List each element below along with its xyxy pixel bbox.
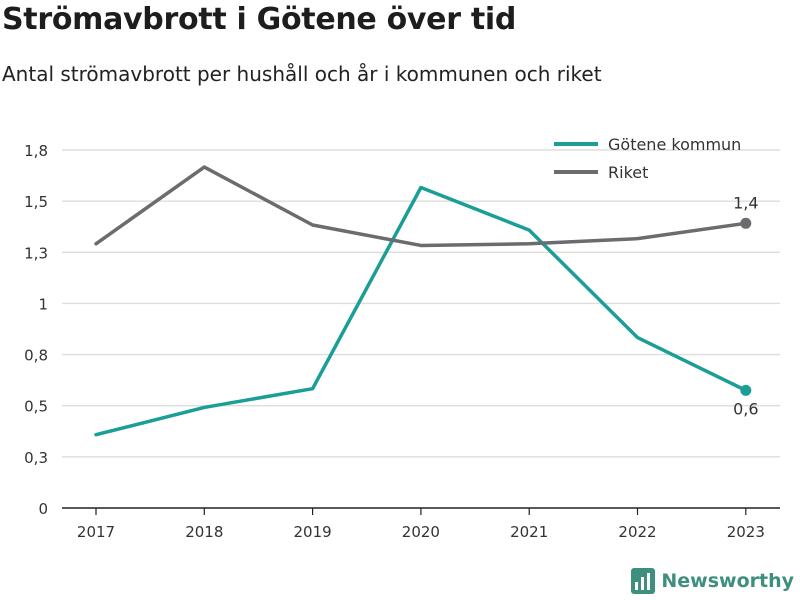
x-tick-label: 2019 [294,523,332,541]
legend-label-gotene: Götene kommun [608,135,741,154]
y-tick-label: 1,3 [24,244,48,262]
series-line-gotene [94,185,748,437]
x-tick-label: 2017 [77,523,115,541]
x-tick-label: 2020 [402,523,440,541]
series-line-riket [94,165,748,248]
y-tick-label: 0,5 [24,398,48,416]
y-tick-label: 0,8 [24,347,48,365]
x-tick-label: 2018 [185,523,223,541]
newsworthy-logo-text: Newsworthy [661,570,794,592]
y-tick-label: 1,8 [24,142,48,160]
legend-label-riket: Riket [608,163,648,182]
newsworthy-logo-icon [631,568,656,594]
newsworthy-logo[interactable]: Newsworthy [631,568,794,594]
x-tick-label: 2022 [618,523,656,541]
x-tick-label: 2023 [727,523,765,541]
y-tick-label: 1,5 [24,193,48,211]
series-lines: 0,6 1,4 [94,165,759,437]
legend: Götene kommun Riket [554,135,741,182]
end-point-gotene [740,384,752,396]
end-label-gotene: 0,6 [733,399,758,418]
y-tick-label: 1 [38,295,48,313]
chart-title: Strömavbrott i Götene över tid [2,2,517,37]
y-tick-labels: 0 0,3 0,5 0,8 1 1,3 1,5 1,8 [24,142,48,518]
gridlines [62,149,780,458]
x-axis: 2017 2018 2019 2020 2021 2022 2023 [62,507,780,541]
x-tick-label: 2021 [510,523,548,541]
y-tick-label: 0 [38,500,48,518]
end-point-riket [740,217,752,229]
y-tick-label: 0,3 [24,449,48,467]
end-label-riket: 1,4 [733,193,758,212]
chart-subtitle: Antal strömavbrott per hushåll och år i … [2,62,602,86]
